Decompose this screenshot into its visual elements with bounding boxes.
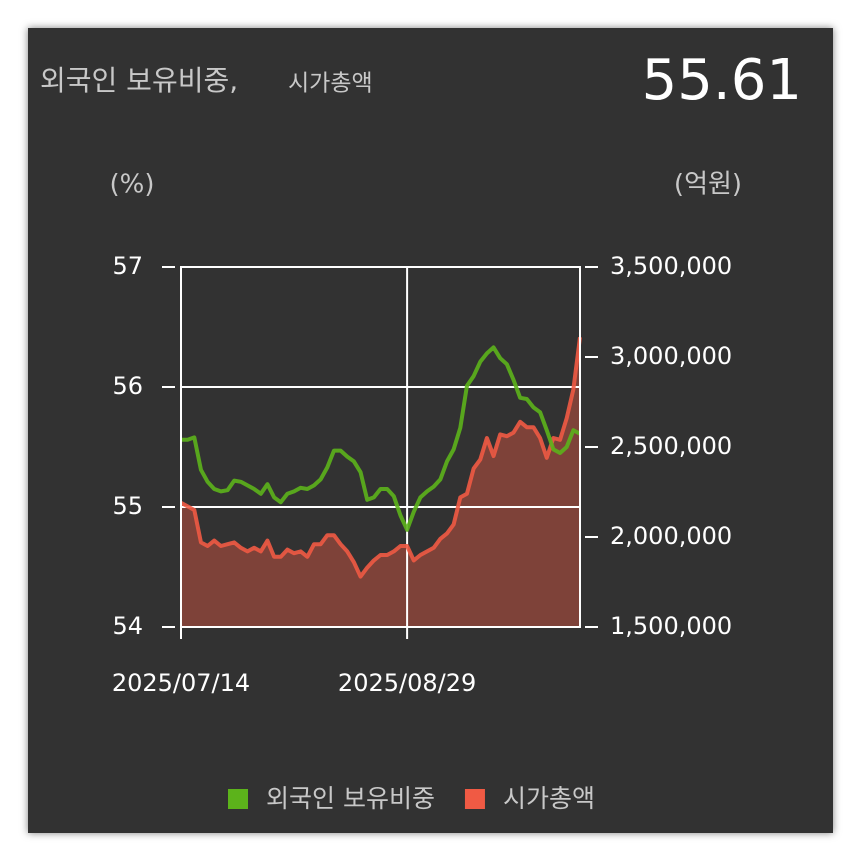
y2-tick-label: 2,500,000 [610,432,732,460]
plot-border [180,266,581,628]
y-axis-label: (%) [110,170,155,200]
y2-tick-label: 2,000,000 [610,522,732,550]
panel [28,28,833,833]
x-tick-label: 2025/08/29 [338,669,476,697]
y2-tick-label: 1,500,000 [610,612,732,640]
legend-swatch [464,789,485,809]
legend-label: 외국인 보유비중 [266,784,435,813]
areas [181,337,580,627]
y-tick-label: 54 [112,612,143,640]
current-value: 55.61 [642,48,802,113]
line [180,336,582,579]
y2-tick-label: 3,500,000 [610,252,732,280]
y-tick-label: 56 [112,372,143,400]
x-tick-label: 2025/07/14 [112,669,250,697]
y-tick-label: 57 [112,252,143,280]
y2-axis-label: (억원) [674,170,742,200]
lines [180,336,582,579]
legend-label: 시가총액 [503,784,595,813]
area [181,337,580,627]
y-tick-label: 55 [112,492,143,520]
chart-subtitle: 시가총액 [288,71,373,97]
y2-tick-label: 3,000,000 [610,342,732,370]
line [181,345,581,532]
legend-swatch [228,789,248,809]
chart-title: 외국인 보유비중, [40,64,238,97]
